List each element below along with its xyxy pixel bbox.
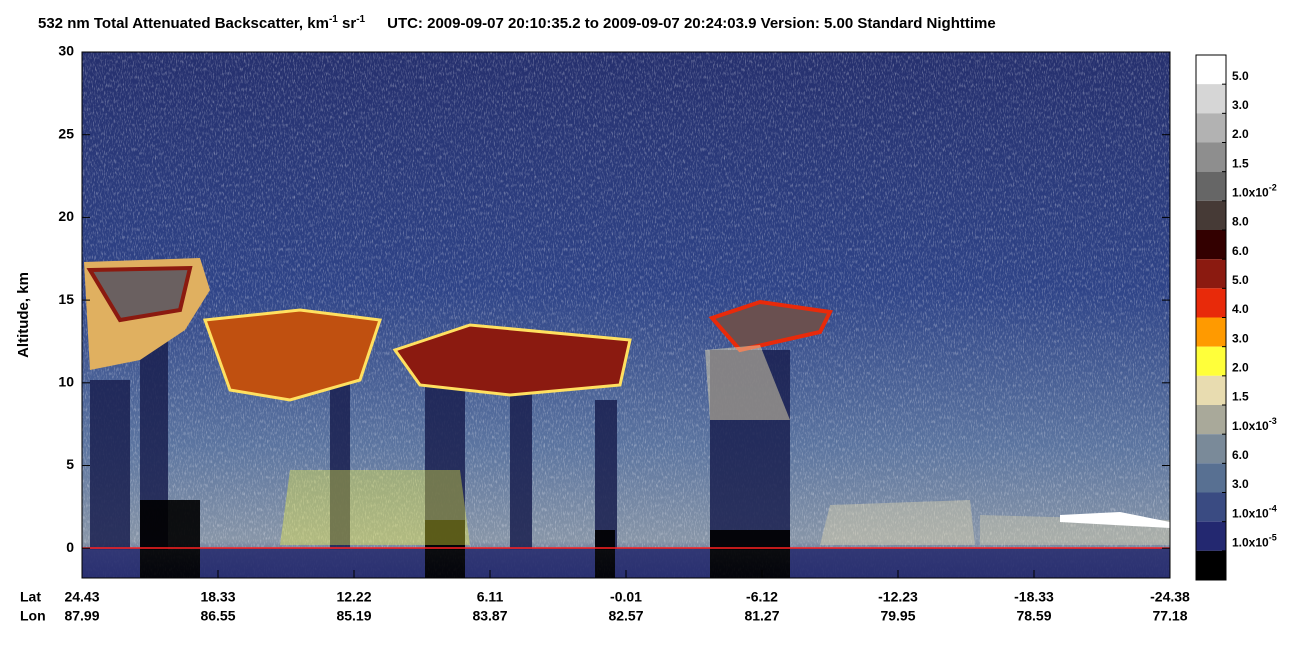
colorbar-label: 5.0 (1232, 273, 1249, 287)
colorbar-label: 8.0 (1232, 215, 1249, 229)
colorbar-swatch (1196, 463, 1226, 493)
colorbar-label: 3.0 (1232, 98, 1249, 112)
x-tick-label: 18.33 (200, 589, 235, 605)
x-tick-label: -12.23 (878, 589, 918, 605)
colorbar-label: 1.0x10-3 (1232, 416, 1277, 433)
colorbar-label-text: 1.0x10 (1232, 186, 1269, 200)
y-tick-label: 0 (66, 539, 74, 555)
y-tick-label: 5 (66, 456, 74, 472)
colorbar-label-text: 1.0x10 (1232, 536, 1269, 550)
colorbar-label: 1.0x10-2 (1232, 183, 1277, 200)
x-tick-label: -24.38 (1150, 589, 1190, 605)
colorbar-swatch (1196, 346, 1226, 376)
curtain-image (82, 52, 1170, 578)
colorbar-label: 2.0 (1232, 127, 1249, 141)
colorbar-swatch (1196, 317, 1226, 347)
colorbar-label: 6.0 (1232, 448, 1249, 462)
clouds (84, 258, 1170, 545)
y-tick-label: 15 (58, 291, 74, 307)
colorbar-label-exponent: -3 (1269, 416, 1277, 426)
colorbar-swatch (1196, 521, 1226, 551)
colorbar-label-exponent: -2 (1269, 183, 1277, 193)
colorbar-swatch (1196, 84, 1226, 114)
colorbar-swatch (1196, 375, 1226, 405)
x-tick-label: 86.55 (200, 608, 235, 624)
colorbar-label-text: 8.0 (1232, 215, 1249, 229)
x-tick-label: 85.19 (336, 608, 371, 624)
colorbar-swatch (1196, 142, 1226, 172)
title-part: 532 nm Total Attenuated Backscatter, km (38, 15, 329, 32)
y-tick-label: 30 (58, 43, 74, 59)
colorbar-swatch (1196, 200, 1226, 230)
x-row-label: Lon (20, 608, 46, 624)
x-tick-label: 6.11 (477, 589, 504, 605)
colorbar-swatch (1196, 171, 1226, 201)
colorbar-label: 1.5 (1232, 390, 1249, 404)
colorbar-swatch (1196, 492, 1226, 522)
colorbar-swatch (1196, 405, 1226, 435)
y-axis-label: Altitude, km (15, 272, 32, 358)
x-tick-label: 77.18 (1152, 608, 1187, 624)
colorbar-label: 3.0 (1232, 332, 1249, 346)
colorbar-label-text: 5.0 (1232, 69, 1249, 83)
colorbar-label-text: 6.0 (1232, 448, 1249, 462)
x-tick-label: 81.27 (744, 608, 779, 624)
colorbar-label-text: 1.5 (1232, 390, 1249, 404)
colorbar-label-text: 1.0x10 (1232, 507, 1269, 521)
colorbar-label-exponent: -4 (1269, 504, 1277, 514)
x-tick-label: -0.01 (610, 589, 642, 605)
colorbar-label: 4.0 (1232, 302, 1249, 316)
colorbar-label-text: 6.0 (1232, 244, 1249, 258)
colorbar-label-text: 2.0 (1232, 361, 1249, 375)
x-tick-label: -6.12 (746, 589, 778, 605)
x-tick-label: 83.87 (472, 608, 507, 624)
y-tick-label: 20 (58, 208, 74, 224)
colorbar-label-text: 5.0 (1232, 273, 1249, 287)
title-part: sr (338, 15, 357, 32)
y-tick-label: 25 (58, 125, 74, 141)
x-tick-label: 82.57 (608, 608, 643, 624)
colorbar-label: 1.5 (1232, 157, 1249, 171)
x-tick-label: 12.22 (336, 589, 371, 605)
colorbar-label-text: 3.0 (1232, 477, 1249, 491)
colorbar-label-exponent: -5 (1269, 533, 1277, 543)
title-sup: -1 (356, 14, 365, 25)
x-tick-label: 79.95 (880, 608, 915, 624)
title-part: UTC: 2009-09-07 20:10:35.2 to 2009-09-07… (387, 15, 996, 32)
colorbar-swatch (1196, 55, 1226, 85)
colorbar-swatch (1196, 259, 1226, 289)
y-tick-label: 10 (58, 374, 74, 390)
colorbar-label-text: 1.5 (1232, 157, 1249, 171)
colorbar-swatch (1196, 230, 1226, 260)
colorbar-label: 3.0 (1232, 477, 1249, 491)
x-tick-label: -18.33 (1014, 589, 1054, 605)
x-tick-label: 78.59 (1016, 608, 1051, 624)
x-row-label: Lat (20, 589, 41, 605)
colorbar-label-text: 2.0 (1232, 127, 1249, 141)
chart-title: 532 nm Total Attenuated Backscatter, km-… (38, 14, 996, 32)
colorbar-label-text: 1.0x10 (1232, 419, 1269, 433)
colorbar-label: 5.0 (1232, 69, 1249, 83)
colorbar-swatch (1196, 113, 1226, 143)
colorbar-swatch (1196, 550, 1226, 580)
colorbar-swatch (1196, 434, 1226, 464)
colorbar-label: 1.0x10-5 (1232, 533, 1277, 550)
colorbar-label-text: 3.0 (1232, 332, 1249, 346)
colorbar-label: 1.0x10-4 (1232, 504, 1277, 521)
colorbar-label: 6.0 (1232, 244, 1249, 258)
title-sup: -1 (329, 14, 338, 25)
colorbar-label-text: 3.0 (1232, 98, 1249, 112)
colorbar-label: 2.0 (1232, 361, 1249, 375)
colorbar-label-text: 4.0 (1232, 302, 1249, 316)
colorbar-swatch (1196, 288, 1226, 318)
x-tick-label: 24.43 (64, 589, 99, 605)
x-tick-label: 87.99 (64, 608, 99, 624)
